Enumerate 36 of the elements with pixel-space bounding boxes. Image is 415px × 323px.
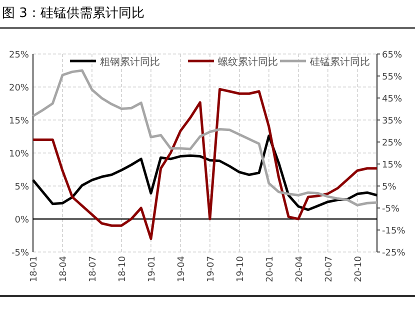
x-tick-label: 20-10 bbox=[354, 256, 364, 282]
x-tick-label: 18-04 bbox=[58, 256, 69, 282]
y-tick-label: -5% bbox=[11, 248, 30, 258]
y2-tick-label: 65% bbox=[382, 50, 402, 60]
x-tick-label: 20-04 bbox=[294, 256, 305, 282]
y2-tick-label: 35% bbox=[382, 116, 402, 126]
y-tick-label: 5% bbox=[14, 182, 30, 192]
y2-tick-label: 25% bbox=[382, 138, 402, 148]
x-tick-label: 18-10 bbox=[118, 256, 128, 282]
y2-tick-label: -5% bbox=[382, 204, 400, 214]
y2-tick-label: 45% bbox=[382, 94, 402, 104]
x-tick-label: 19-10 bbox=[236, 256, 246, 282]
chart-title: 图 3：硅锰供需累计同比 bbox=[2, 6, 144, 21]
x-tick-label: 19-01 bbox=[147, 256, 158, 282]
y2-tick-label: -25% bbox=[382, 248, 406, 258]
y-tick-label: 15% bbox=[8, 116, 30, 126]
x-tick-label: 19-04 bbox=[176, 256, 187, 282]
y-tick-label: 10% bbox=[8, 150, 30, 160]
legend-label: 粗钢累计同比 bbox=[100, 56, 160, 68]
line-series bbox=[32, 134, 378, 212]
line-series bbox=[32, 88, 378, 240]
x-tick-label: 20-07 bbox=[324, 256, 334, 282]
y2-tick-label: 55% bbox=[382, 72, 402, 82]
legend-label: 螺纹累计同比 bbox=[218, 56, 278, 68]
x-tick-label: 18-07 bbox=[88, 256, 98, 282]
y-tick-label: 0% bbox=[14, 216, 30, 226]
x-tick-label: 20-01 bbox=[265, 256, 276, 282]
y2-tick-label: 5% bbox=[382, 182, 397, 192]
x-tick-label: 19-07 bbox=[206, 256, 216, 282]
y-tick-label: 25% bbox=[8, 50, 30, 60]
legend-label: 硅锰累计同比 bbox=[309, 56, 370, 68]
y-tick-label: 20% bbox=[8, 84, 30, 94]
y2-tick-label: -15% bbox=[382, 226, 406, 236]
y2-tick-label: 15% bbox=[382, 160, 402, 170]
line-series bbox=[32, 69, 378, 206]
x-tick-label: 18-01 bbox=[30, 256, 40, 282]
